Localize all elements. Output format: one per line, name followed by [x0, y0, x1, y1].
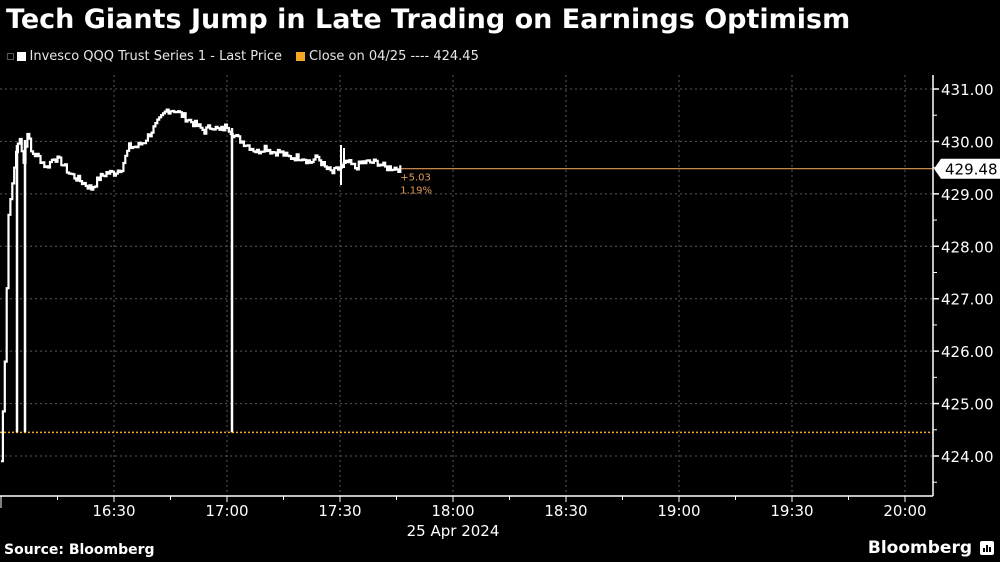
- price-line: [1, 108, 402, 463]
- svg-text:429.48: 429.48: [945, 161, 998, 179]
- legend-swatch-white: [16, 52, 26, 61]
- svg-text:430.00: 430.00: [941, 133, 994, 151]
- axes: [0, 75, 939, 508]
- svg-text:429.00: 429.00: [941, 186, 994, 204]
- legend-label: Invesco QQQ Trust Series 1 - Last Price: [29, 49, 282, 64]
- axis-labels: 424.00 425.00 426.00 427.00 428.00 429.00 430.…: [92, 81, 993, 540]
- last-price-tag: 429.48: [934, 158, 1000, 179]
- svg-text:427.00: 427.00: [941, 291, 994, 309]
- bloomberg-chart-icon: [980, 541, 994, 555]
- svg-text:19:00: 19:00: [657, 502, 700, 520]
- change-abs-label: +5.03: [400, 173, 431, 184]
- legend-item-close: Close on 04/25 ---- 424.45: [296, 49, 479, 64]
- svg-text:428.00: 428.00: [941, 238, 994, 256]
- legend-label: Close on 04/25 ---- 424.45: [309, 49, 479, 64]
- legend-swatch-orange: [296, 52, 305, 61]
- legend-item-last-price: Invesco QQQ Trust Series 1 - Last Price: [16, 49, 282, 64]
- svg-text:25 Apr 2024: 25 Apr 2024: [407, 522, 500, 540]
- source-label: Source: Bloomberg: [4, 542, 155, 558]
- legend: ▢ Invesco QQQ Trust Series 1 - Last Pric…: [6, 49, 493, 64]
- pin-icon[interactable]: ▢: [6, 51, 15, 62]
- price-spikes: [15, 128, 345, 433]
- svg-text:425.00: 425.00: [941, 396, 994, 414]
- svg-text:17:30: 17:30: [318, 502, 361, 520]
- gridlines: [0, 75, 933, 496]
- bloomberg-logo: Bloomberg: [867, 538, 972, 558]
- svg-text:20:00: 20:00: [883, 502, 926, 520]
- svg-text:424.00: 424.00: [941, 448, 994, 466]
- svg-text:18:00: 18:00: [431, 502, 474, 520]
- svg-text:19:30: 19:30: [770, 502, 813, 520]
- change-pct-label: 1.19%: [400, 186, 432, 197]
- svg-text:16:30: 16:30: [92, 502, 135, 520]
- svg-text:426.00: 426.00: [941, 343, 994, 361]
- svg-text:431.00: 431.00: [941, 81, 994, 99]
- svg-text:17:00: 17:00: [205, 502, 248, 520]
- svg-text:18:30: 18:30: [544, 502, 587, 520]
- chart-title: Tech Giants Jump in Late Trading on Earn…: [6, 4, 851, 35]
